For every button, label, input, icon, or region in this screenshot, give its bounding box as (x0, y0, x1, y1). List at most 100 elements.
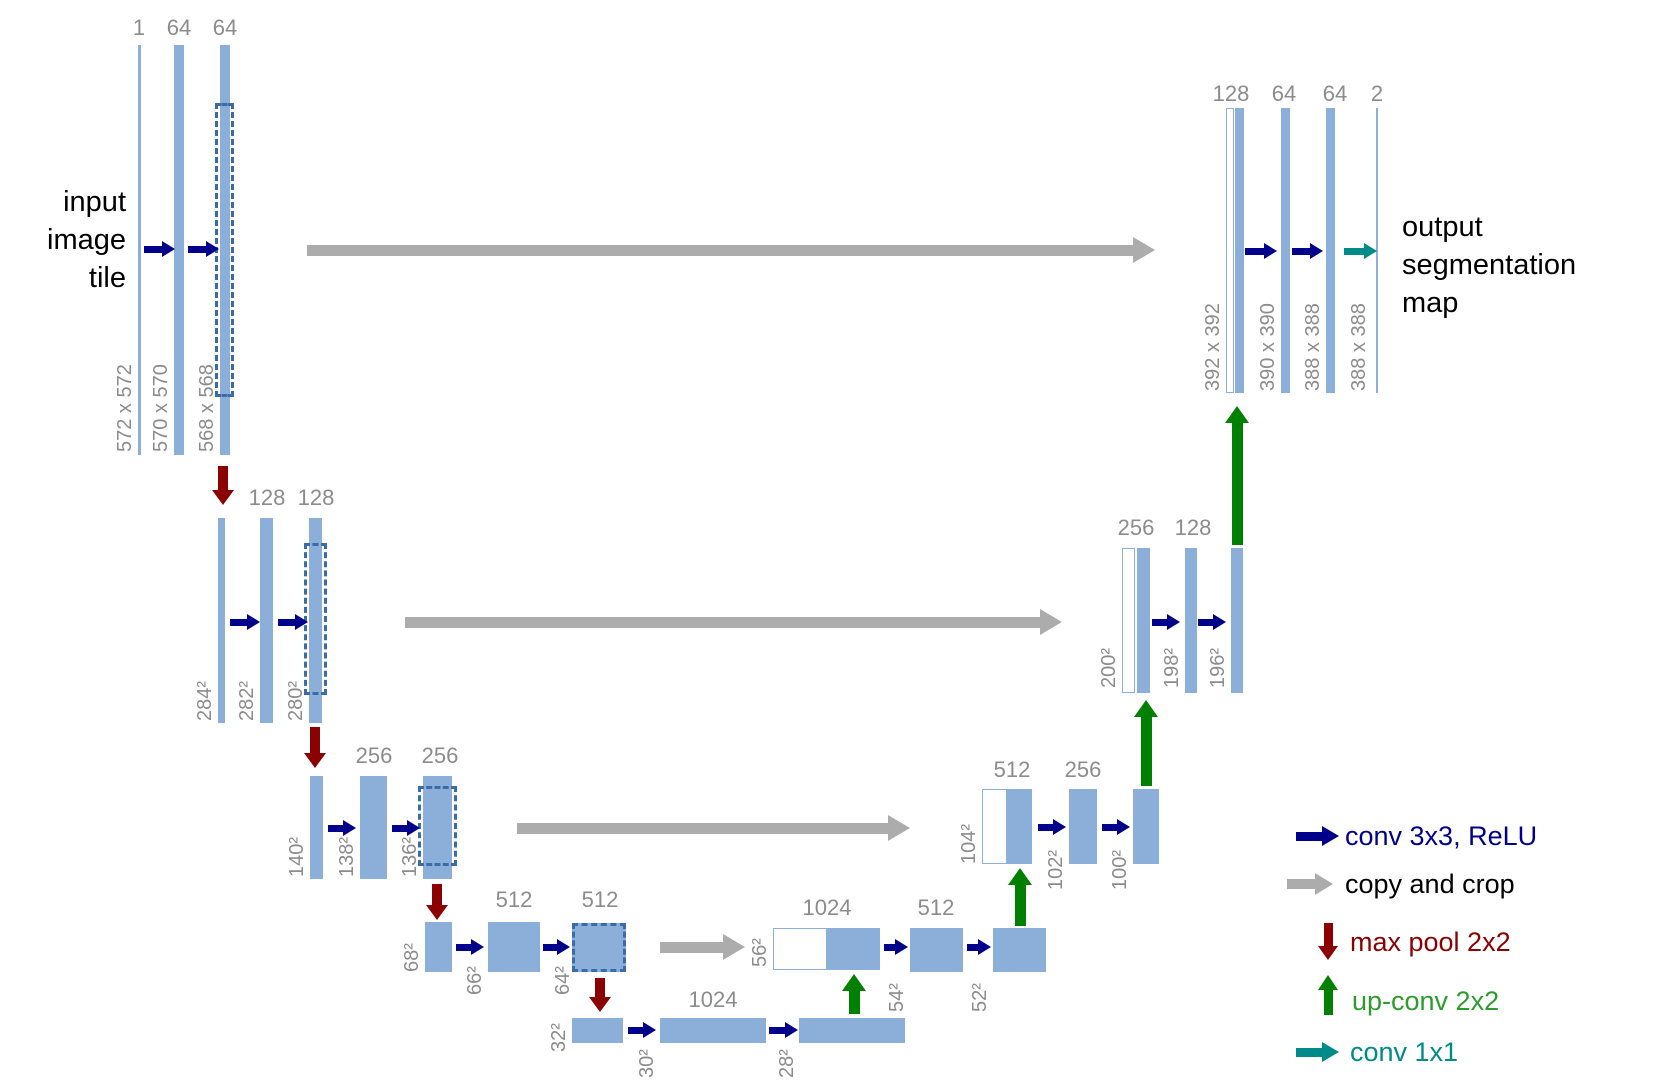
enc3-feature-bar (310, 776, 323, 879)
dim-label: 54² (886, 983, 908, 1012)
dim-label: 66² (464, 966, 486, 995)
dec1-upconv-bar (1235, 108, 1244, 393)
enc4-feature-bar (488, 922, 540, 972)
dim-label: 140² (286, 836, 308, 877)
dim-label: 392 x 392 (1202, 303, 1224, 391)
enc2-feature-bar (218, 518, 225, 723)
enc2-feature-bar (309, 518, 322, 723)
dim-label: 196² (1207, 647, 1229, 688)
conv-arrow-icon (230, 614, 260, 630)
dim-label: 198² (1161, 647, 1183, 688)
dim-label: 28² (776, 1049, 798, 1078)
dim-label: 100² (1109, 849, 1131, 890)
dim-label: 568 x 568 (196, 364, 218, 452)
dec1-copied-bar (1226, 108, 1234, 393)
legend-maxpool-label: max pool 2x2 (1350, 927, 1511, 957)
dec4-upconv-bar (827, 928, 880, 970)
copy-crop-arrow-icon (307, 237, 1155, 263)
conv-arrow-icon (1152, 614, 1180, 630)
dec4-feature-bar (910, 928, 963, 972)
enc1-feature-bar (220, 45, 230, 455)
enc1-feature-bar (138, 45, 141, 455)
dim-label: 390 x 390 (1257, 303, 1279, 391)
channel-label: 512 (993, 757, 1031, 782)
maxpool-arrow-icon (212, 466, 234, 505)
copy-crop-arrow-icon (1287, 873, 1333, 895)
conv-arrow-icon (1198, 614, 1226, 630)
legend-conv1x1-label: conv 1x1 (1350, 1037, 1459, 1067)
dim-label: 572 x 572 (114, 364, 136, 452)
copy-crop-arrow-icon (660, 934, 745, 960)
channel-label: 512 (917, 895, 955, 920)
maxpool-arrow-icon (304, 727, 326, 768)
conv-arrow-icon (769, 1022, 798, 1038)
dim-label: 138² (336, 836, 358, 877)
dim-label: 284² (194, 680, 216, 721)
dim-label: 280² (285, 680, 307, 721)
conv-arrow-icon (967, 939, 991, 955)
enc3-feature-bar (423, 776, 452, 879)
conv-arrow-icon (1038, 819, 1066, 835)
channel-label: 1024 (802, 895, 852, 920)
enc3-feature-bar (360, 776, 387, 879)
channel-label: 64 (1271, 81, 1297, 106)
dim-label: 64² (552, 966, 574, 995)
conv-arrow-icon (543, 939, 570, 955)
dec3-upconv-bar (1007, 789, 1032, 864)
bottleneck-feature-bar (572, 1018, 623, 1043)
copy-crop-arrow-icon (405, 609, 1062, 635)
channel-label: 1 (132, 15, 146, 40)
legend-copy-crop-label: copy and crop (1345, 869, 1515, 899)
dim-label: 30² (636, 1049, 658, 1078)
dim-label: 200² (1098, 647, 1120, 688)
conv-arrow-icon (456, 939, 484, 955)
dim-label: 388 x 388 (1348, 303, 1370, 391)
conv-arrow-icon (144, 241, 175, 257)
channel-label: 64 (212, 15, 238, 40)
dim-label: 52² (969, 983, 991, 1012)
maxpool-arrow-icon (589, 978, 611, 1012)
conv1x1-arrow-icon (1296, 1042, 1339, 1062)
channel-label: 256 (1064, 757, 1102, 782)
conv-arrow-icon (1292, 243, 1323, 259)
upconv-arrow-icon (1318, 975, 1338, 1015)
channel-label: 1024 (688, 987, 738, 1012)
enc1-feature-bar (174, 45, 184, 455)
channel-label: 128 (1212, 81, 1250, 106)
enc3-crop-region (418, 786, 457, 866)
channel-label: 256 (1117, 515, 1155, 540)
channel-label: 256 (421, 743, 459, 768)
channel-label: 512 (495, 887, 533, 912)
dim-label: 388 x 388 (1302, 303, 1324, 391)
conv1x1-arrow-icon (1344, 243, 1377, 259)
enc2-feature-bar (260, 518, 273, 723)
channel-label: 256 (355, 743, 393, 768)
channel-label: 128 (248, 485, 286, 510)
dec1-feature-bar (1281, 108, 1290, 393)
enc4-crop-region-bar (572, 923, 626, 972)
conv-arrow-icon (278, 614, 308, 630)
bottleneck-feature-bar (660, 1018, 766, 1043)
dec4-feature-bar (993, 928, 1046, 972)
maxpool-arrow-icon (426, 884, 448, 920)
dim-label: 570 x 570 (150, 364, 172, 452)
conv-arrow-icon (188, 241, 219, 257)
dec2-copied-bar (1122, 548, 1135, 693)
upconv-arrow-icon (1134, 700, 1158, 786)
conv3x3-arrow-icon (1296, 826, 1339, 846)
dec3-feature-bar (1069, 789, 1097, 864)
maxpool-arrow-icon (1318, 923, 1338, 960)
conv-arrow-icon (392, 820, 420, 836)
dec2-feature-bar (1185, 548, 1197, 693)
conv-arrow-icon (328, 820, 356, 836)
dec1-feature-bar (1326, 108, 1335, 393)
dim-label: 68² (401, 943, 423, 972)
upconv-arrow-icon (1008, 868, 1032, 926)
dim-label: 136² (399, 836, 421, 877)
dim-label: 102² (1045, 849, 1067, 890)
dim-label: 282² (236, 680, 258, 721)
copy-crop-arrow-icon (517, 815, 910, 841)
legend-upconv-label: up-conv 2x2 (1352, 986, 1500, 1016)
input-image-tile-label: input image tile (47, 186, 126, 294)
